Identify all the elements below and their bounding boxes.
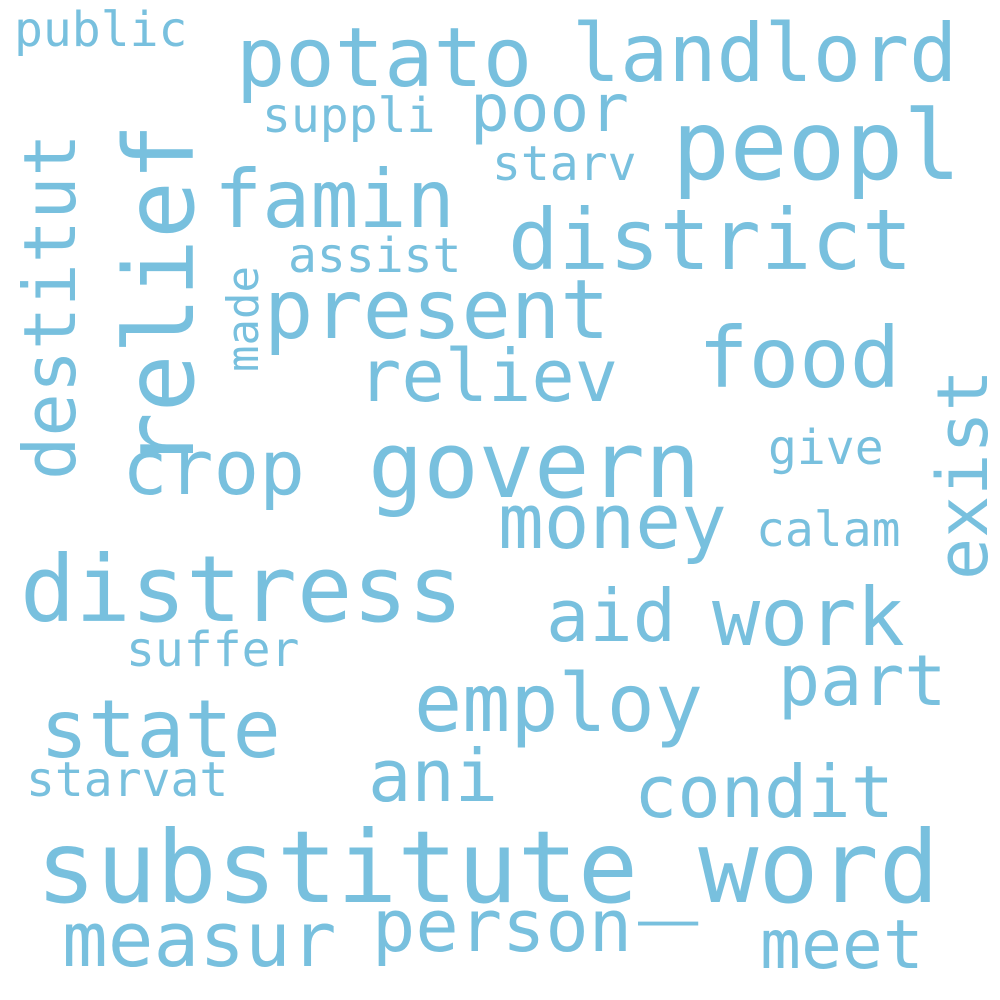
word-reliev: reliev [358, 334, 619, 418]
word-measur: measur [62, 895, 337, 984]
word-suppli: suppli [262, 88, 436, 144]
word-starv: starv [492, 136, 637, 192]
word-distress: distress [20, 536, 464, 643]
word-present: present [264, 263, 610, 358]
word-person: person [372, 884, 633, 968]
word-condit: condit [634, 750, 895, 834]
word-crop: crop [122, 423, 306, 512]
word-money: money [498, 477, 727, 566]
word-relief: relief [104, 123, 216, 470]
word-destitut: destitut [8, 133, 92, 480]
word-potato: potato [236, 11, 533, 106]
word-state: state [40, 683, 281, 776]
word-poor: poor [470, 70, 629, 147]
word-employ: employ [414, 657, 703, 750]
word-govern: govern [368, 412, 701, 519]
word-exist: exist [922, 369, 1000, 580]
word-calam: calam [756, 502, 901, 558]
word-substitute-word: substitute_word [36, 809, 940, 926]
word-starvat: starvat [26, 752, 229, 808]
word-ani: ani [368, 734, 499, 818]
word-assist: assist [288, 228, 462, 284]
word-peopl: peopl [672, 90, 961, 202]
word-food: food [698, 309, 901, 407]
word-famin: famin [214, 153, 455, 246]
word-work: work [712, 571, 905, 664]
word-meet: meet [760, 906, 924, 985]
word-district: district [508, 191, 913, 289]
word-landlord: landlord [572, 7, 958, 100]
word-aid: aid [546, 574, 677, 658]
word-part: part [778, 640, 947, 722]
word-made: made [218, 266, 269, 372]
word-suffer: suffer [126, 622, 300, 678]
word-public: public [14, 2, 188, 58]
word-give: give [768, 420, 884, 476]
